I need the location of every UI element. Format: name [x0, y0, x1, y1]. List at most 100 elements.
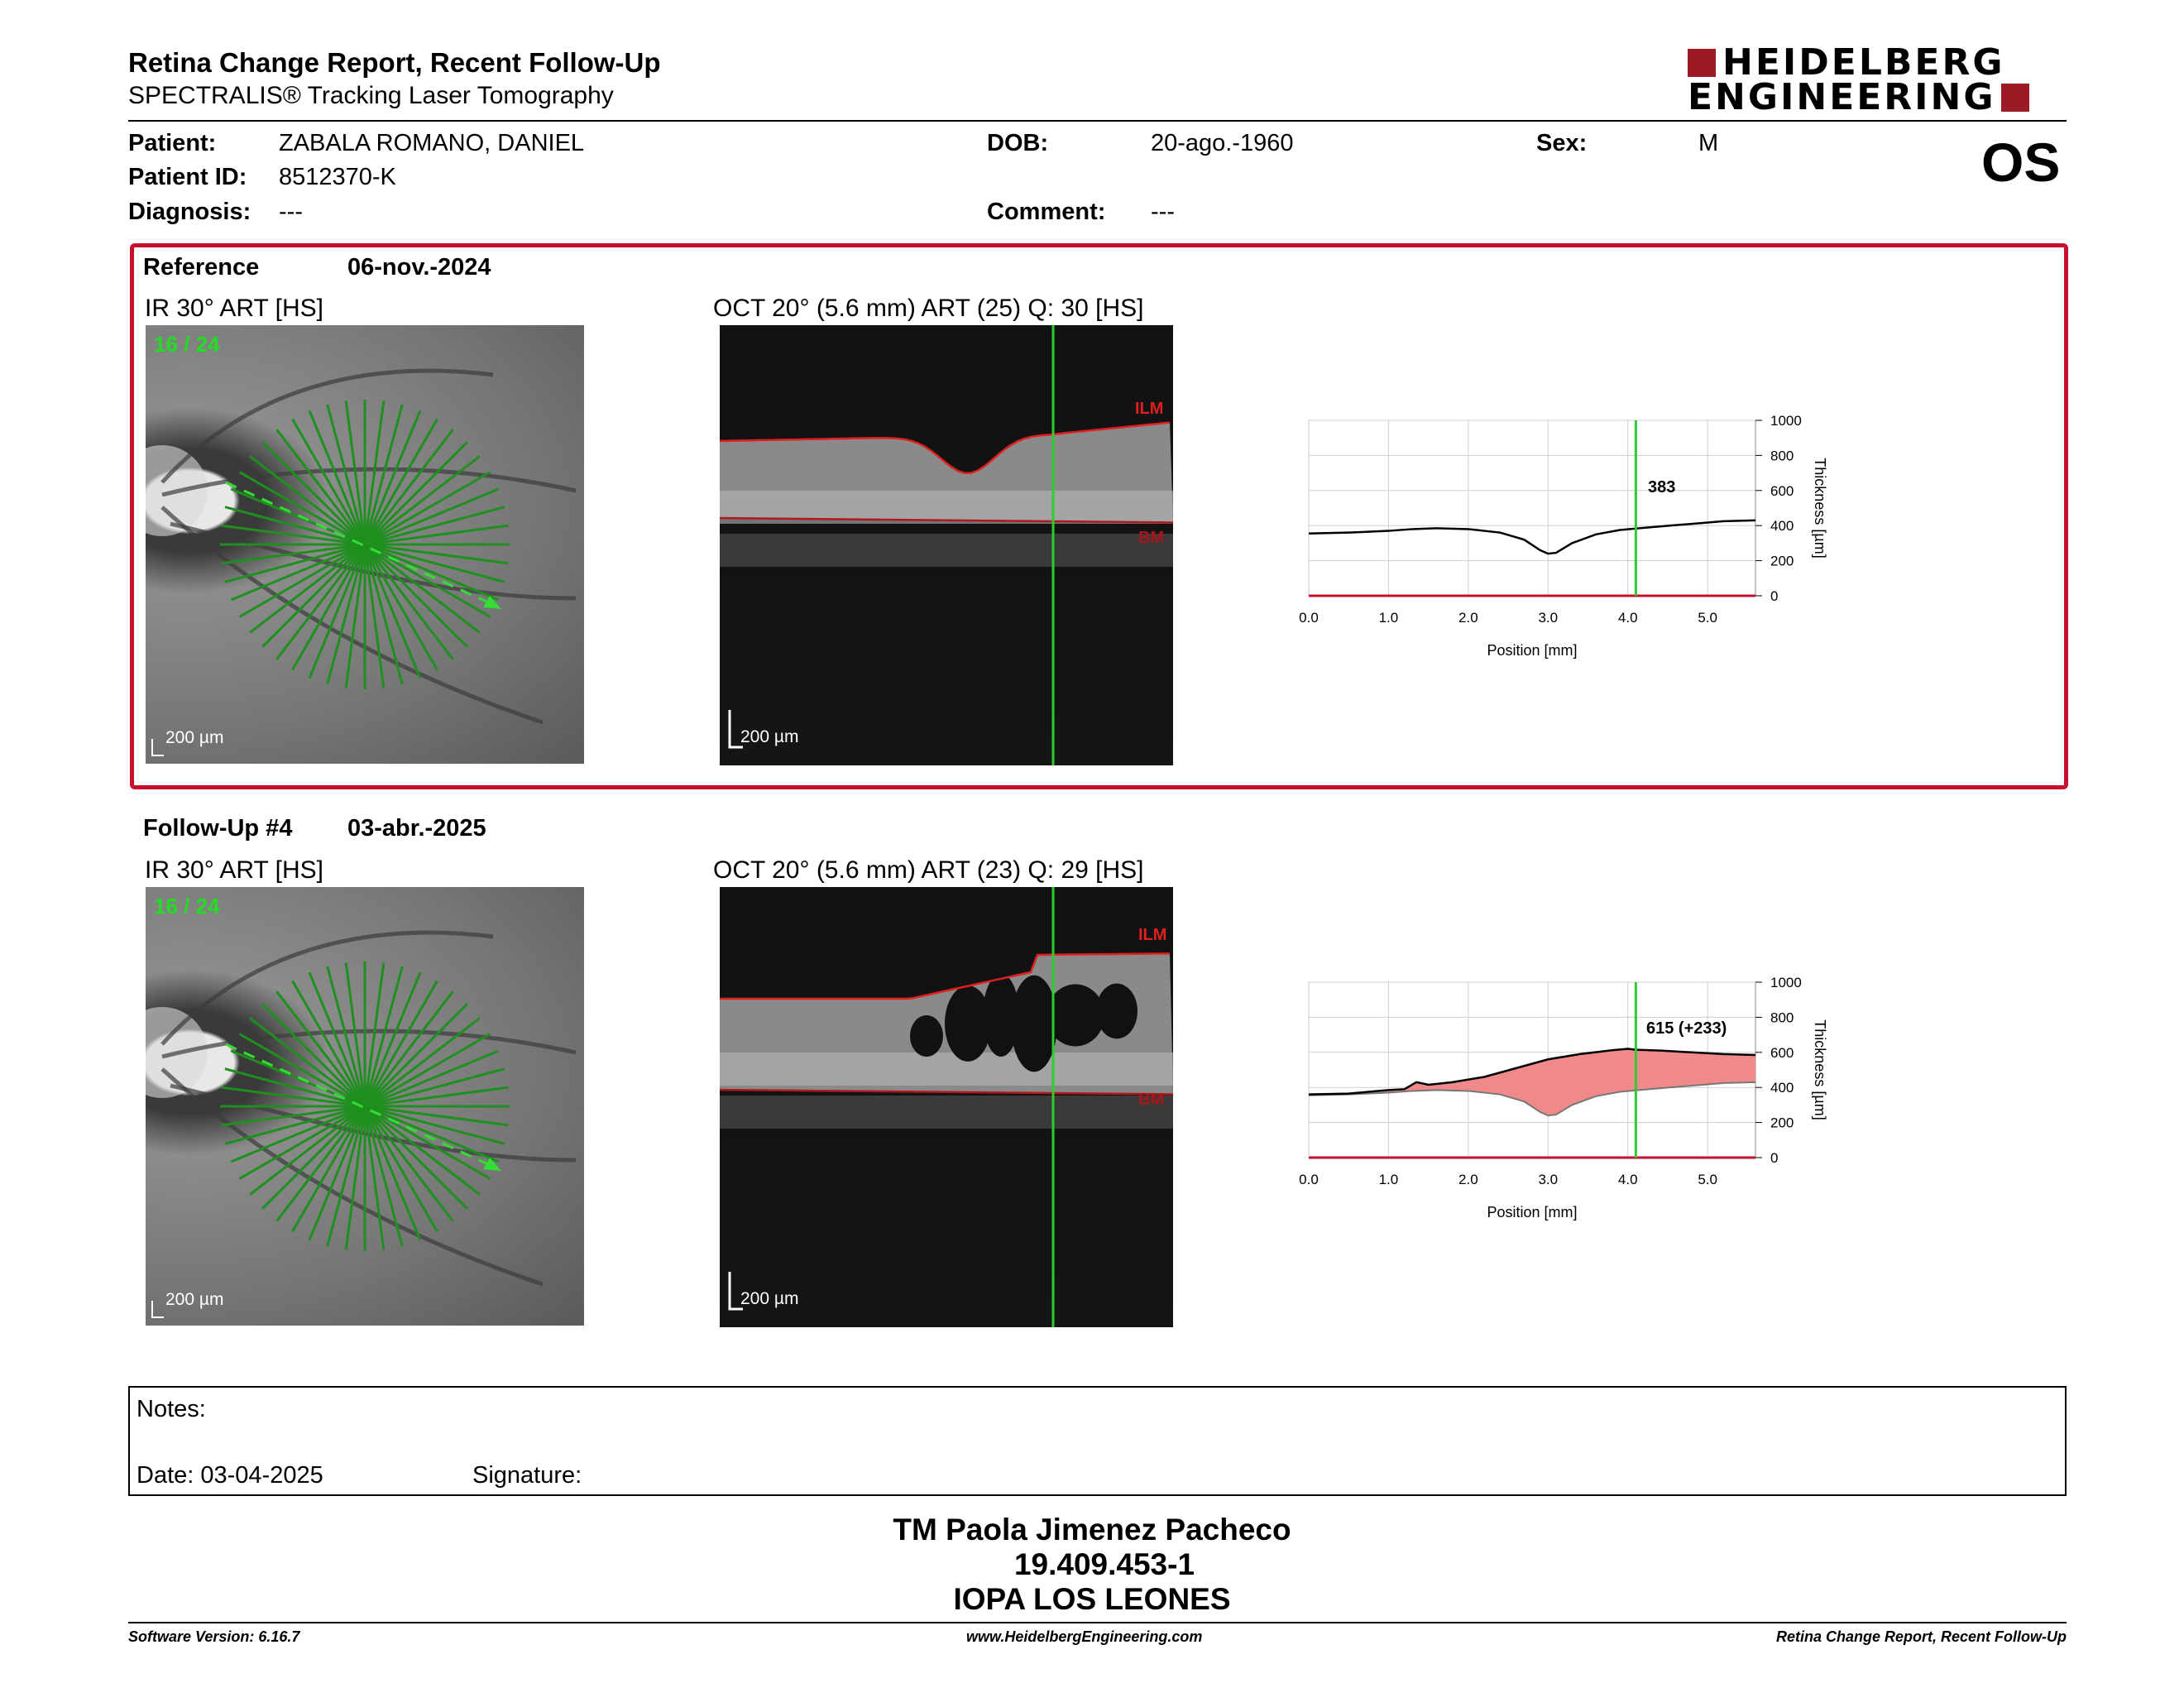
ilm-label: ILM: [1138, 926, 1167, 944]
reference-date: 06-nov.-2024: [347, 254, 491, 281]
active-scan-line: [225, 1043, 498, 1170]
x-tick-label: 0.0: [1299, 1172, 1319, 1187]
logo-square-icon: [1688, 49, 1716, 77]
x-tick-label: 4.0: [1618, 610, 1638, 626]
patient-id: 8512370-K: [279, 164, 396, 190]
footer-website[interactable]: www.HeidelbergEngineering.com: [966, 1628, 1203, 1645]
retinal-vessel: [160, 506, 544, 725]
x-axis-label: Position [mm]: [1487, 642, 1577, 659]
diagnosis-label: Diagnosis:: [128, 199, 251, 225]
followup-fundus-image: 16 / 24 200 µm: [146, 887, 584, 1326]
reference-thickness-chart: 0 200 400 600 800 1000 0.0 1.0 2.0 3.0 4.0 5.0 Posit…: [1299, 413, 1828, 659]
scale-bar: [728, 1272, 743, 1311]
followup-thickness-chart: 0 200 400 600 800 1000 0.0 1.0 2.0 3.0 4.0 5.0 Posit…: [1299, 975, 1828, 1220]
fundus-scan-pattern: [146, 930, 577, 1318]
dob-value: 20-ago.-1960: [1151, 130, 1294, 156]
choroid-band: [720, 1096, 1173, 1129]
oct-scale-label: 200 µm: [740, 727, 799, 746]
intraretinal-cyst: [1046, 984, 1104, 1047]
rpe-band: [720, 1053, 1173, 1086]
scale-bar: [151, 1301, 164, 1318]
oct-bscan: [720, 325, 1173, 765]
y-tick-label: 1000: [1770, 975, 1802, 990]
y-tick-label: 200: [1770, 1115, 1794, 1131]
reference-fundus-image: 16 / 24 200 µm: [146, 325, 584, 764]
y-tick-label: 800: [1770, 448, 1794, 463]
x-tick-label: 2.0: [1458, 610, 1478, 626]
y-tick-label: 800: [1770, 1009, 1794, 1025]
y-tick-label: 600: [1770, 483, 1794, 499]
ilm-label: ILM: [1135, 400, 1164, 418]
thickness-line: [1308, 1048, 1756, 1096]
dob-label: DOB:: [987, 130, 1049, 156]
y-tick-label: 1000: [1770, 413, 1802, 429]
x-tick-label: 3.0: [1538, 1172, 1558, 1187]
x-axis-label: Position [mm]: [1487, 1204, 1577, 1220]
bm-segmentation-line: [720, 1088, 1173, 1096]
reference-thickness-line: [1308, 1081, 1756, 1117]
retinal-vessel: [160, 930, 494, 1046]
heidelberg-logo: HEIDELBERG ENGINEERING: [1688, 41, 2068, 118]
retinal-vessel: [161, 467, 577, 497]
reference-ir-caption: IR 30° ART [HS]: [145, 295, 323, 322]
x-tick-label: 2.0: [1458, 1172, 1478, 1187]
patient-id-label: Patient ID:: [128, 164, 247, 190]
notes-box[interactable]: Notes: Date: 03-04-2025 Signature:: [128, 1386, 2067, 1496]
retinal-vessel: [161, 1029, 577, 1059]
followup-oct-image: ILM BM 200 µm: [720, 887, 1173, 1327]
followup-oct-caption: OCT 20° (5.6 mm) ART (23) Q: 29 [HS]: [713, 856, 1144, 884]
y-tick-label: 200: [1770, 554, 1794, 569]
patient-label: Patient:: [128, 130, 217, 156]
thickness-line: [1308, 519, 1756, 555]
header-divider: [128, 120, 2067, 122]
reference-oct-image: ILM BM 200 µm: [720, 325, 1173, 765]
signature-label: Signature:: [472, 1462, 582, 1489]
footer-software-version: Software Version: 6.16.7: [128, 1628, 300, 1645]
scan-line: [221, 524, 509, 565]
y-axis-label: Thickness [µm]: [1812, 1019, 1828, 1120]
eye-indicator: OS: [1981, 132, 2061, 193]
signer-name: TM Paola Jimenez Pacheco: [893, 1513, 1291, 1547]
bm-segmentation-line: [720, 516, 1173, 524]
intraretinal-cyst: [910, 1015, 943, 1057]
sex-value: M: [1698, 130, 1719, 156]
x-tick-label: 3.0: [1538, 610, 1558, 626]
chart-plot-area: [1308, 420, 1756, 597]
fundus-scan-count: 16 / 24: [154, 894, 220, 918]
followup-thickness-readout: 615 (+233): [1646, 1019, 1727, 1038]
choroid-band: [720, 534, 1173, 567]
y-tick-label: 400: [1770, 518, 1794, 534]
y-tick-label: 0: [1770, 588, 1778, 604]
notes-label: Notes:: [136, 1396, 206, 1422]
patient-name: ZABALA ROMANO, DANIEL: [279, 130, 585, 156]
y-tick-label: 600: [1770, 1045, 1794, 1061]
reference-oct-caption: OCT 20° (5.6 mm) ART (25) Q: 30 [HS]: [713, 295, 1144, 322]
reference-thickness-readout: 383: [1648, 478, 1676, 496]
bm-label: BM: [1138, 529, 1165, 547]
sex-label: Sex:: [1536, 130, 1588, 156]
oct-bscan: [720, 887, 1173, 1327]
fundus-scale-label: 200 µm: [165, 728, 224, 747]
bm-label: BM: [1138, 1091, 1165, 1109]
y-tick-label: 400: [1770, 1080, 1794, 1096]
scan-direction-arrow-icon: [483, 596, 501, 609]
oct-scale-label: 200 µm: [740, 1289, 799, 1308]
scale-bar: [728, 710, 743, 749]
ilm-segmentation-line: [720, 952, 1171, 1000]
intraretinal-cyst: [1096, 983, 1138, 1039]
y-axis-label: Thickness [µm]: [1812, 458, 1828, 558]
y-tick-label: 0: [1770, 1150, 1778, 1166]
x-tick-label: 5.0: [1698, 1172, 1717, 1187]
logo-line2: ENGINEERING: [1688, 76, 1996, 118]
footer-report-name: Retina Change Report, Recent Follow-Up: [1775, 1628, 2067, 1645]
scan-direction-arrow-icon: [483, 1158, 501, 1171]
scale-bar: [151, 739, 164, 756]
logo-square-icon: [2000, 84, 2029, 112]
signer-rut: 19.409.453-1: [1013, 1547, 1195, 1581]
logo-line1: HEIDELBERG: [1722, 41, 2005, 84]
followup-ir-caption: IR 30° ART [HS]: [145, 856, 323, 884]
followup-date: 03-abr.-2025: [347, 815, 486, 842]
report-title: Retina Change Report, Recent Follow-Up: [128, 47, 661, 78]
fundus-scan-pattern: [146, 368, 577, 756]
thickness-change-area: [1309, 1048, 1755, 1116]
